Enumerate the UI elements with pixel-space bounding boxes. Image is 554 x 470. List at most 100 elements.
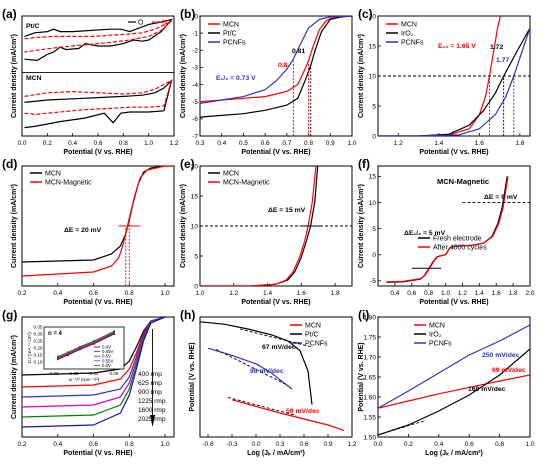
- x-tick-label: 1.6: [492, 290, 501, 297]
- y-axis-label: Current density (mA/cm²): [11, 335, 18, 419]
- inset-point: [57, 355, 59, 358]
- x-tick-label: 0.8: [495, 441, 504, 448]
- x-tick-label: 1.2: [394, 140, 403, 147]
- x-tick-label: 1.0: [525, 441, 534, 448]
- x-axis-label: Log (Jₖ / mA/cm²): [247, 450, 305, 457]
- series-line-pcnfs: [378, 324, 530, 409]
- x-tick-label: 0.8: [304, 140, 313, 147]
- y-tick-label: 10: [191, 223, 199, 230]
- panel-label: (a): [2, 7, 17, 21]
- x-tick-label: 0.6: [261, 140, 270, 147]
- inset-point: [79, 345, 81, 348]
- y-axis-label: Potential (V vs. RHE): [358, 342, 365, 411]
- legend-label: IrO₂: [401, 31, 414, 38]
- y-tick-label: 1.60: [363, 394, 376, 401]
- inset-y-tick-label: 0.35: [34, 325, 43, 330]
- x-tick-label: 0.4: [53, 290, 62, 297]
- inset-legend-label: 0.6V: [102, 363, 111, 368]
- series-line-pt-c: [200, 321, 313, 405]
- x-tick-label: 0.6: [465, 441, 474, 448]
- legend-label: PCNFs: [429, 341, 452, 348]
- y-tick-label: 5: [372, 226, 376, 233]
- x-tick-label: 1.2: [458, 290, 467, 297]
- panel-d: (d) 0.2 0.4 0.6 0.8 1.0 Potential (V vs. RHE) C…: [2, 157, 175, 306]
- panel-a: (a) 0.0 0.2 0.4 0.6 0.8 1.0 1.2 Potential (V vs.…: [2, 7, 179, 156]
- y-axis-label: Current density (mA/cm²): [180, 184, 187, 268]
- x-tick-label: 1.4: [263, 290, 272, 297]
- y-tick-label: 15: [191, 193, 199, 200]
- y-tick-label: -5: [370, 278, 376, 285]
- y-tick-label: 1.75: [363, 334, 376, 341]
- x-tick-label: 0.2: [404, 441, 413, 448]
- inset-x-tick-label: 0.04: [90, 371, 99, 376]
- series-line-mcn: [378, 374, 530, 409]
- inset-y-tick-label: 0.25: [34, 339, 43, 344]
- tafel-fit: [227, 396, 297, 416]
- x-tick-label: 0.8: [125, 441, 134, 448]
- x-tick-label: 1.2: [229, 290, 238, 297]
- inset-legend-label: 0.5V: [102, 354, 111, 359]
- x-axis-label: Potential (V vs. RHE): [419, 299, 488, 306]
- legend-label: PCNFs: [223, 40, 246, 47]
- y-tick-label: 1.55: [363, 414, 376, 421]
- y-tick-label: 0: [372, 133, 376, 140]
- y-tick-label: 20: [369, 13, 377, 20]
- x-tick-label: 1.0: [144, 140, 153, 147]
- annotation: 0.8: [278, 62, 288, 69]
- x-tick-label: 0.2: [43, 140, 52, 147]
- inset-legend-label: 0.45V: [102, 349, 114, 354]
- x-tick-label: 0.2: [17, 290, 26, 297]
- y-tick-label: 15: [369, 174, 377, 181]
- y-tick-label: 5: [194, 253, 198, 260]
- annotation: 169 mV/dec: [468, 386, 506, 393]
- legend-label: Pt/C: [223, 31, 237, 38]
- x-tick-label: 0.6: [89, 441, 98, 448]
- panel-label: (f): [358, 157, 370, 171]
- x-tick-label: 0.4: [434, 441, 443, 448]
- y-tick-label: 10: [369, 200, 377, 207]
- x-tick-label: 0.9: [323, 441, 332, 448]
- y-tick-label: 20: [191, 163, 199, 170]
- y-tick-label: 1.50: [363, 434, 376, 441]
- tafel-fit: [377, 420, 424, 436]
- x-tick-label: 1.0: [195, 290, 204, 297]
- tafel-fit: [239, 328, 313, 348]
- x-tick-label: 1.8: [509, 290, 518, 297]
- x-axis-label: Potential (V vs. RHE): [241, 149, 310, 156]
- y-tick-label: -5: [192, 99, 198, 106]
- x-tick-label: 0.0: [251, 441, 260, 448]
- series-line-o: [24, 18, 174, 62]
- y-tick-label: -4: [192, 82, 198, 89]
- x-axis-label: Potential (V vs. RHE): [63, 450, 132, 457]
- x-tick-label: 0.0: [373, 441, 382, 448]
- inset-legend-label: 0.55V: [102, 358, 114, 363]
- x-tick-label: 1.0: [347, 140, 356, 147]
- panel-h: (h) -0.6 -0.3 0.0 0.3 0.6 0.9 1.2 Log (Jₖ / mA/c…: [180, 308, 357, 457]
- x-axis-label: Log (Jₖ / mA/cm²): [425, 450, 483, 457]
- legend-label: N: [162, 20, 167, 27]
- inset-point: [93, 340, 95, 342]
- y-tick-label: 0: [194, 13, 198, 20]
- y-tick-label: 0: [372, 252, 376, 259]
- y-tick-label: 0: [194, 283, 198, 290]
- legend-label: O: [138, 20, 144, 27]
- y-tick-label: 15: [369, 43, 377, 50]
- x-tick-label: 1.2: [169, 140, 178, 147]
- x-tick-label: 0.4: [68, 140, 77, 147]
- legend-label: After 4000 cycles: [433, 245, 487, 252]
- x-tick-label: 1.8: [331, 290, 340, 297]
- legend-label: 400 rmp: [138, 371, 162, 378]
- x-tick-label: 0.4: [53, 441, 62, 448]
- inset-point: [67, 351, 69, 354]
- y-tick-label: 1.70: [363, 354, 376, 361]
- annotation: ΔE = 20 mV: [64, 227, 102, 234]
- panel-g: (g) 0.2 0.4 0.6 0.8 1.0 Potential (V vs. RHE) C…: [2, 308, 175, 457]
- y-axis-label: Current density (mA/cm²): [358, 34, 365, 118]
- panel-label: (g): [2, 308, 17, 322]
- annotation: 59 mV/dec: [286, 408, 320, 415]
- legend-label: PCNFs: [305, 341, 328, 348]
- x-tick-label: 1.0: [161, 441, 170, 448]
- legend-label: Fresh electrode: [433, 236, 482, 243]
- x-tick-label: 1.0: [441, 290, 450, 297]
